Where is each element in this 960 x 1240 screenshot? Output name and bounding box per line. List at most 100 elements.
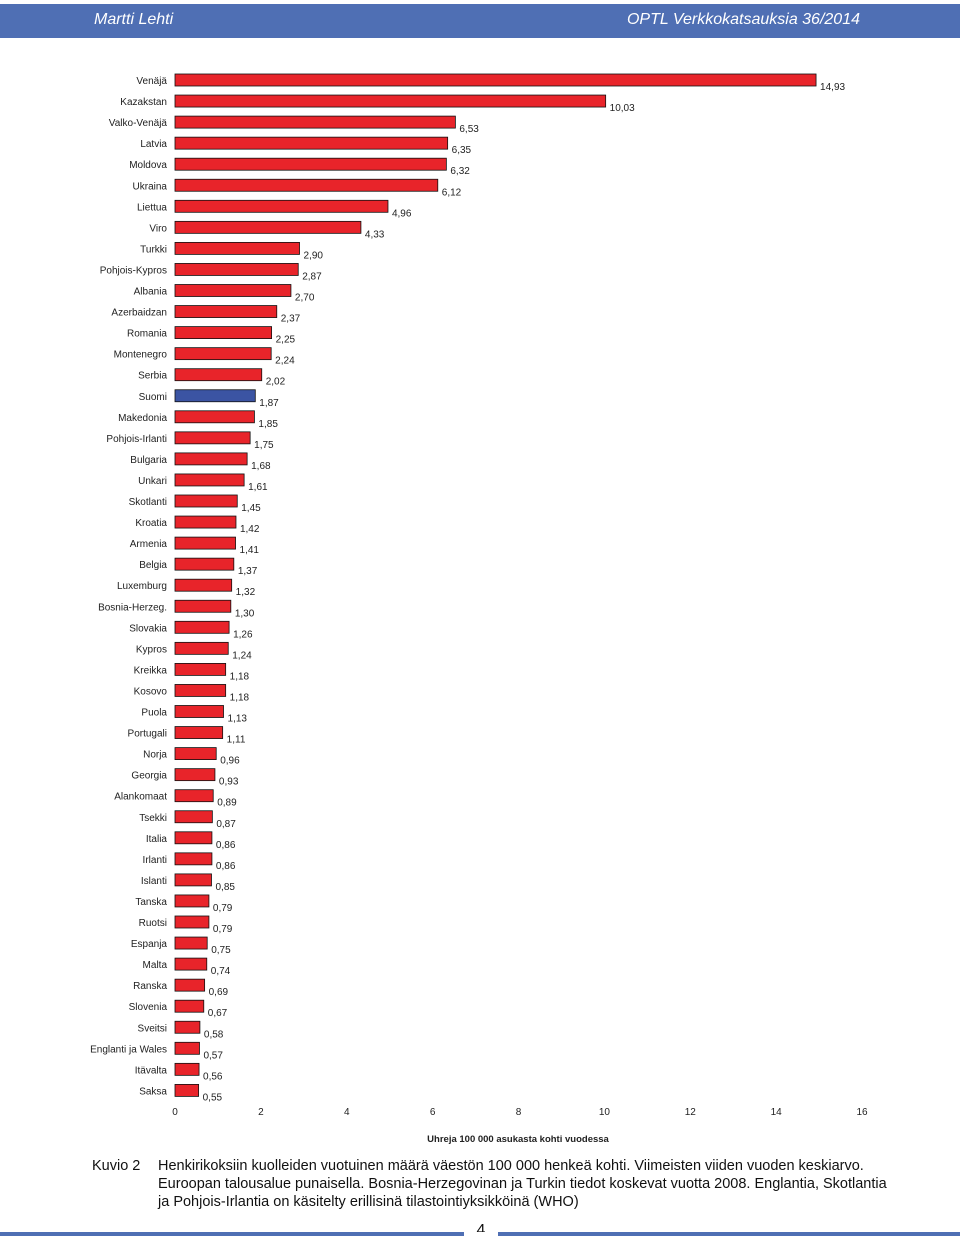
category-label-valko-venaja: Valko-Venäjä: [109, 118, 168, 129]
bar-pohjois-kypros: [174, 263, 299, 276]
bar-unkari: [174, 473, 245, 487]
value-label-italia: 0,86: [216, 840, 236, 851]
value-label-pohjois-irlanti: 1,75: [254, 440, 274, 451]
value-label-bosnia-herzeg: 1,30: [235, 608, 255, 619]
category-label-ruotsi: Ruotsi: [139, 918, 167, 929]
x-tick-label-12: 12: [685, 1107, 697, 1118]
bar-itavalta: [174, 1062, 200, 1076]
bar-portugali: [174, 726, 224, 739]
value-label-turkki: 2,90: [304, 250, 324, 261]
bar-serbia: [174, 368, 263, 382]
category-label-moldova: Moldova: [129, 160, 167, 171]
x-tick-label-16: 16: [856, 1107, 868, 1118]
bar-ukraina: [174, 178, 439, 192]
bar-kazakstan: [174, 94, 607, 108]
bar-islanti: [174, 873, 212, 887]
category-label-islanti: Islanti: [141, 876, 167, 887]
category-label-malta: Malta: [143, 960, 168, 971]
category-label-kypros: Kypros: [136, 644, 167, 655]
category-label-bulgaria: Bulgaria: [130, 455, 167, 466]
category-label-italia: Italia: [146, 834, 168, 845]
value-label-espanja: 0,75: [211, 945, 231, 956]
caption-label: Kuvio 2: [92, 1158, 141, 1174]
x-tick-label-4: 4: [344, 1107, 350, 1118]
value-label-tanska: 0,79: [213, 903, 233, 914]
bar-irlanti: [174, 852, 213, 866]
value-label-armenia: 1,41: [240, 545, 260, 556]
x-axis-title: Uhreja 100 000 asukasta kohti vuodessa: [427, 1134, 609, 1145]
bar-albania: [174, 284, 292, 297]
category-label-skotlanti: Skotlanti: [129, 497, 167, 508]
bar-latvia: [174, 136, 449, 150]
category-label-liettua: Liettua: [137, 202, 167, 213]
value-label-valko-venaja: 6,53: [459, 124, 479, 135]
footer-line: [0, 1232, 960, 1236]
category-label-romania: Romania: [127, 329, 167, 340]
category-label-portugali: Portugali: [128, 729, 167, 740]
value-label-kroatia: 1,42: [240, 524, 260, 535]
header-author: Martti Lehti: [94, 11, 174, 28]
bar-bulgaria: [174, 452, 248, 466]
category-label-pohjois-irlanti: Pohjois-Irlanti: [106, 434, 167, 445]
category-label-pohjois-kypros: Pohjois-Kypros: [100, 265, 167, 276]
bar-kroatia: [174, 515, 237, 529]
category-label-englanti-ja-wales: Englanti ja Wales: [90, 1044, 167, 1055]
bar-belgia: [174, 557, 235, 571]
category-label-makedonia: Makedonia: [118, 413, 167, 424]
value-label-ukraina: 6,12: [442, 187, 462, 198]
category-label-kroatia: Kroatia: [135, 518, 167, 529]
bar-puola: [174, 705, 224, 718]
value-label-norja: 0,96: [220, 756, 240, 767]
bar-kypros: [174, 641, 229, 655]
bar-sveitsi: [174, 1020, 201, 1034]
value-label-serbia: 2,02: [266, 377, 286, 388]
category-label-unkari: Unkari: [138, 476, 167, 487]
bar-liettua: [174, 199, 389, 213]
value-label-islanti: 0,85: [215, 882, 235, 893]
bar-italia: [174, 831, 213, 845]
value-label-malta: 0,74: [211, 966, 231, 977]
bar-saksa: [174, 1084, 200, 1097]
bar-montenegro: [174, 347, 272, 361]
bar-espanja: [174, 936, 208, 950]
bar-ruotsi: [174, 915, 210, 929]
category-label-montenegro: Montenegro: [114, 350, 168, 361]
bar-bosnia-herzeg: [174, 599, 232, 613]
value-label-unkari: 1,61: [248, 482, 268, 493]
category-label-puola: Puola: [141, 708, 167, 719]
value-label-portugali: 1,11: [227, 735, 246, 746]
value-label-slovenia: 0,67: [208, 1008, 228, 1019]
value-label-moldova: 6,32: [450, 166, 470, 177]
category-label-latvia: Latvia: [140, 139, 167, 150]
category-label-venaja: Venäjä: [136, 76, 167, 87]
bar-tanska: [174, 894, 210, 908]
category-label-luxemburg: Luxemburg: [117, 581, 167, 592]
value-label-latvia: 6,35: [452, 145, 472, 156]
x-tick-label-8: 8: [516, 1107, 522, 1118]
value-label-itavalta: 0,56: [203, 1071, 223, 1082]
category-label-itavalta: Itävalta: [135, 1065, 168, 1076]
category-label-azerbaidzan: Azerbaidzan: [111, 308, 167, 319]
value-label-viro: 4,33: [365, 229, 385, 240]
bar-viro: [174, 220, 362, 234]
value-label-ranska: 0,69: [209, 987, 229, 998]
value-label-skotlanti: 1,45: [241, 503, 261, 514]
category-label-serbia: Serbia: [138, 371, 167, 382]
category-label-armenia: Armenia: [130, 539, 168, 550]
bar-alankomaat: [174, 789, 214, 803]
bar-georgia: [174, 768, 216, 782]
bar-tsekki: [174, 810, 213, 824]
bar-turkki: [174, 241, 300, 255]
x-tick-label-2: 2: [258, 1107, 264, 1118]
bar-ranska: [174, 978, 206, 992]
category-label-ukraina: Ukraina: [133, 181, 168, 192]
value-label-englanti-ja-wales: 0,57: [203, 1050, 223, 1061]
bar-armenia: [174, 536, 236, 550]
x-tick-label-14: 14: [771, 1107, 783, 1118]
category-label-viro: Viro: [149, 223, 167, 234]
x-tick-label-10: 10: [599, 1107, 611, 1118]
category-label-kreikka: Kreikka: [134, 665, 168, 676]
page-header: Martti Lehti OPTL Verkkokatsauksia 36/20…: [0, 4, 960, 38]
value-label-saksa: 0,55: [203, 1092, 223, 1103]
bar-romania: [174, 326, 273, 340]
